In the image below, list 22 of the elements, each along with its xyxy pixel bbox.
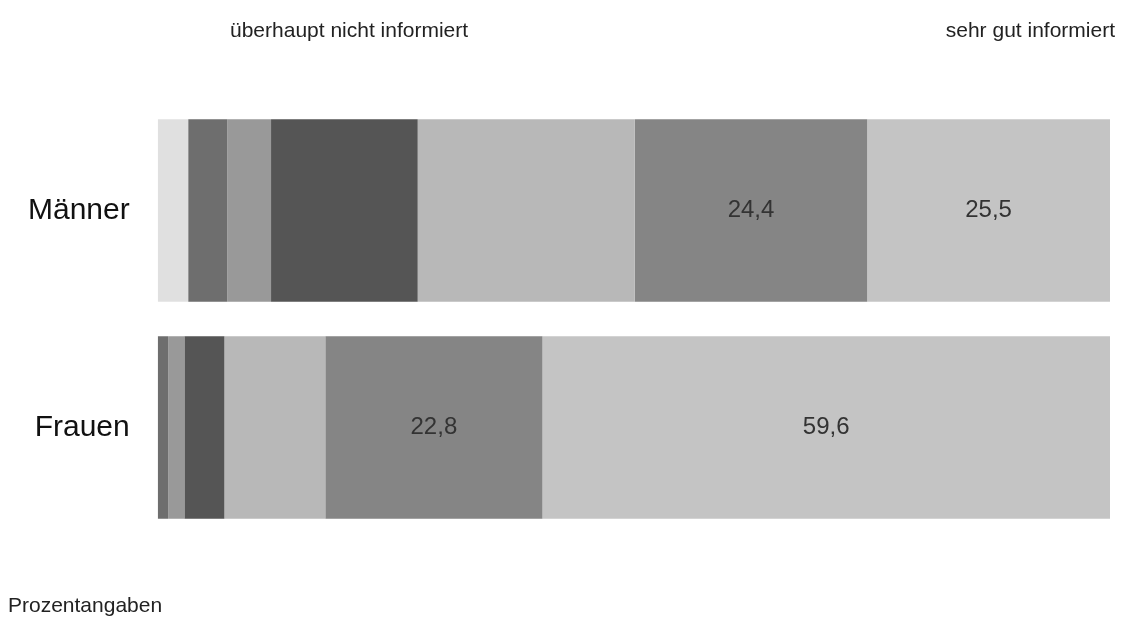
bar [542, 336, 1110, 519]
y-tick-label: Männer [28, 191, 130, 225]
data-label: 25,5 [965, 195, 1012, 223]
bar [184, 336, 225, 519]
bar [224, 336, 326, 519]
y-tick-label: Frauen [34, 408, 130, 442]
bar [168, 336, 185, 519]
data-label: 59,6 [802, 412, 850, 440]
bar [157, 336, 169, 519]
data-label: 24,4 [727, 195, 775, 223]
bar [188, 119, 228, 302]
bar [271, 119, 418, 302]
bar [867, 119, 1110, 302]
data-label: 22,8 [410, 412, 458, 440]
bar [325, 336, 543, 519]
bar [634, 119, 868, 302]
bar [157, 119, 189, 302]
text: überhaupt nicht informiert [230, 18, 469, 42]
bar [417, 119, 635, 302]
text: Prozentangaben [8, 593, 163, 617]
bar [227, 119, 272, 302]
text: sehr gut informiert [945, 18, 1115, 42]
